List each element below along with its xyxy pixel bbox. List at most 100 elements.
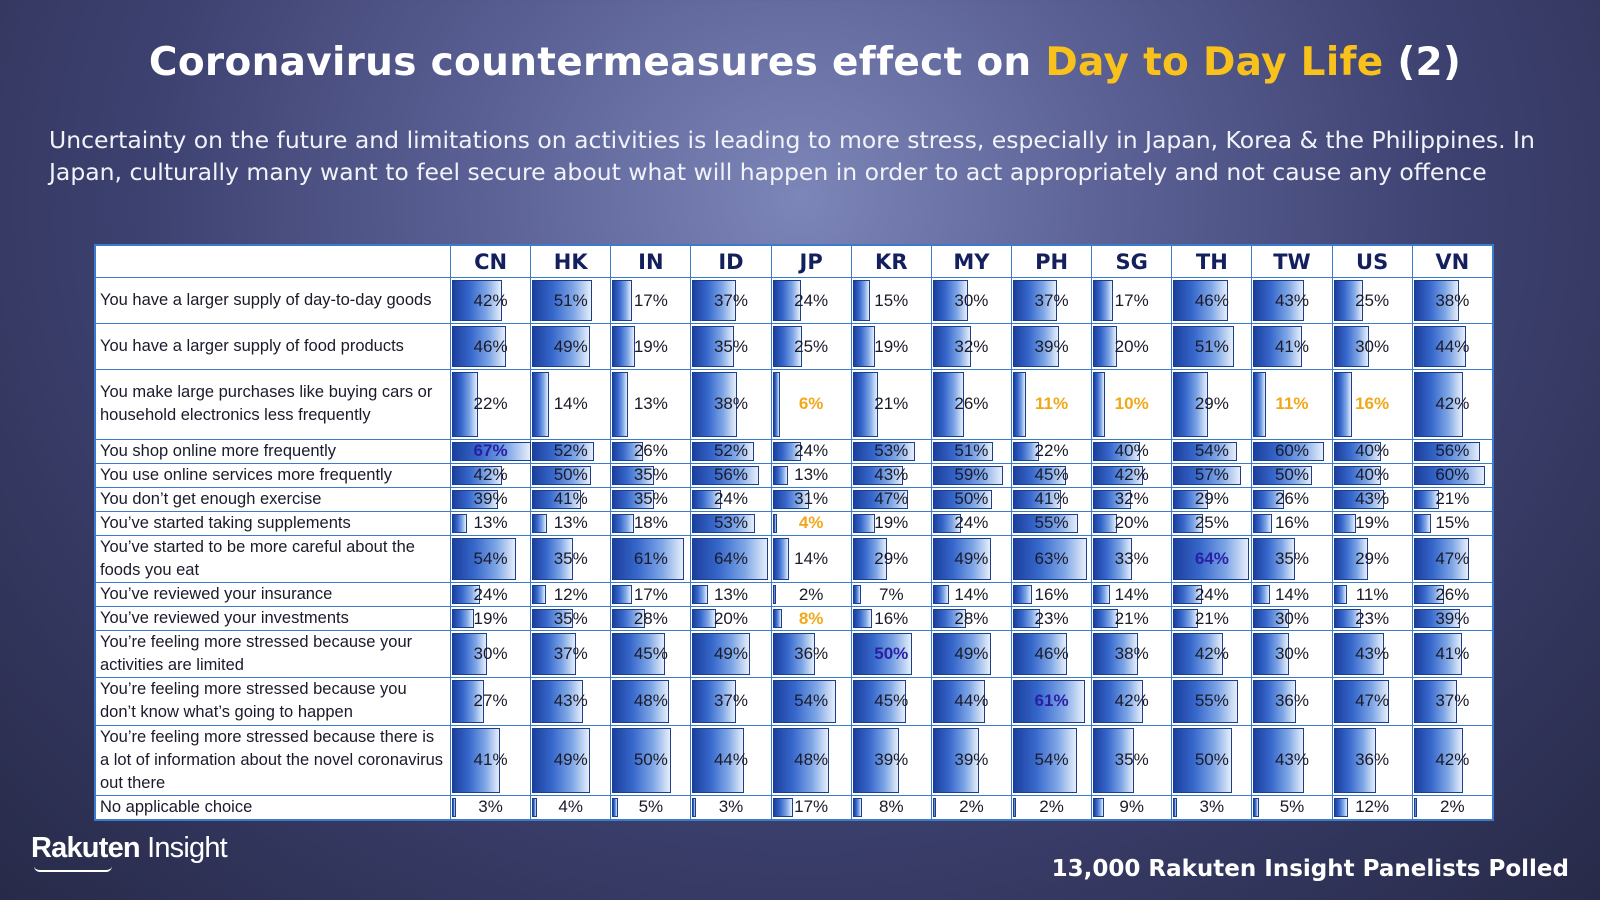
value-cell-tw: 41%	[1251, 323, 1333, 371]
value-cell-in: 28%	[610, 606, 692, 632]
value-label: 35%	[1274, 548, 1309, 568]
table-row: No applicable choice 3% 4% 5% 3% 17% 8% 2% 2% 9% 3…	[95, 794, 1494, 821]
value-cell-my: 39%	[930, 724, 1012, 796]
value-bar	[1253, 727, 1305, 793]
value-label: 49%	[553, 750, 588, 770]
value-label: 26%	[633, 441, 668, 461]
value-cell-hk: 49%	[530, 724, 612, 796]
value-label: 54%	[1194, 441, 1229, 461]
value-label: 39%	[473, 489, 508, 509]
value-label: 29%	[1194, 394, 1229, 414]
value-cell-vn: 2%	[1411, 794, 1494, 821]
value-cell-vn: 37%	[1411, 677, 1494, 726]
value-cell-my: 32%	[930, 323, 1012, 371]
value-bar	[1173, 489, 1208, 509]
value-label: 26%	[1435, 584, 1470, 604]
value-label: 56%	[1435, 441, 1470, 461]
value-label: 24%	[954, 513, 989, 533]
value-label: 2%	[1440, 797, 1465, 817]
column-header-th: TH	[1171, 245, 1253, 278]
value-cell-in: 19%	[610, 323, 692, 371]
value-cell-my: 51%	[930, 438, 1012, 464]
value-cell-sg: 20%	[1091, 323, 1173, 371]
value-cell-ph: 23%	[1010, 606, 1093, 632]
value-cell-tw: 43%	[1251, 276, 1333, 325]
value-bar	[1012, 326, 1060, 368]
value-bar	[1093, 489, 1131, 509]
value-bar	[932, 372, 964, 437]
value-bar	[452, 680, 484, 723]
value-bar	[1012, 727, 1077, 793]
value-label: 16%	[1355, 394, 1390, 414]
value-label: 17%	[1114, 290, 1149, 310]
value-cell-hk: 35%	[530, 606, 612, 632]
row-label: You’ve reviewed your insurance	[95, 582, 451, 608]
table-row: You’re feeling more stressed because you…	[95, 677, 1494, 726]
value-cell-in: 17%	[610, 276, 692, 325]
value-label: 35%	[553, 608, 588, 628]
value-cell-kr: 47%	[850, 486, 932, 512]
value-cell-cn: 54%	[449, 534, 532, 584]
value-bar	[852, 326, 876, 368]
value-cell-ph: 55%	[1010, 510, 1093, 536]
value-bar	[612, 372, 628, 437]
value-label: 27%	[473, 691, 508, 711]
value-cell-in: 18%	[610, 510, 692, 536]
value-label: 20%	[1114, 336, 1149, 356]
value-label: 38%	[713, 394, 748, 414]
value-label: 39%	[954, 750, 989, 770]
value-cell-id: 13%	[690, 582, 772, 608]
value-bar	[1012, 797, 1017, 817]
value-label: 60%	[1274, 441, 1309, 461]
value-bar	[1333, 513, 1356, 533]
value-label: 40%	[1114, 441, 1149, 461]
value-label: 39%	[1435, 608, 1470, 628]
value-bar	[532, 513, 548, 533]
value-cell-hk: 4%	[530, 794, 612, 821]
value-cell-vn: 60%	[1411, 462, 1494, 488]
value-label: 15%	[1435, 513, 1470, 533]
value-label: 20%	[1114, 513, 1149, 533]
value-cell-vn: 15%	[1411, 510, 1494, 536]
value-cell-jp: 4%	[770, 510, 852, 536]
value-cell-cn: 24%	[449, 582, 532, 608]
value-label: 14%	[1114, 584, 1149, 604]
value-label: 14%	[553, 394, 588, 414]
value-label: 36%	[1274, 691, 1309, 711]
value-bar	[852, 797, 863, 817]
value-bar	[852, 441, 916, 461]
value-cell-id: 56%	[690, 462, 772, 488]
value-label: 19%	[633, 336, 668, 356]
column-header-cn: CN	[449, 245, 532, 278]
value-bar	[1413, 537, 1470, 581]
row-label: You have a larger supply of food product…	[95, 323, 451, 371]
value-label: 63%	[1034, 548, 1069, 568]
value-cell-id: 35%	[690, 323, 772, 371]
value-label: 37%	[1034, 290, 1069, 310]
value-bar	[932, 513, 962, 533]
value-cell-jp: 25%	[770, 323, 852, 371]
value-bar	[452, 633, 488, 676]
value-label: 44%	[713, 750, 748, 770]
value-cell-tw: 11%	[1251, 369, 1333, 440]
value-cell-vn: 47%	[1411, 534, 1494, 584]
value-label: 30%	[954, 290, 989, 310]
value-cell-cn: 41%	[449, 724, 532, 796]
value-cell-cn: 30%	[449, 630, 532, 679]
value-bar	[1093, 797, 1104, 817]
value-bar	[612, 585, 633, 605]
value-bar	[1093, 513, 1117, 533]
value-cell-hk: 51%	[530, 276, 612, 325]
column-header-kr: KR	[850, 245, 932, 278]
value-label: 37%	[1435, 691, 1470, 711]
value-bar	[1173, 633, 1223, 676]
value-label: 5%	[1279, 797, 1305, 817]
value-label: 41%	[473, 750, 508, 770]
value-label: 49%	[553, 336, 588, 356]
value-label: 8%	[878, 797, 904, 817]
value-bar	[1253, 465, 1313, 485]
value-bar	[1253, 372, 1267, 437]
value-label: 21%	[1435, 489, 1470, 509]
value-bar	[692, 537, 769, 581]
value-label: 28%	[633, 608, 668, 628]
